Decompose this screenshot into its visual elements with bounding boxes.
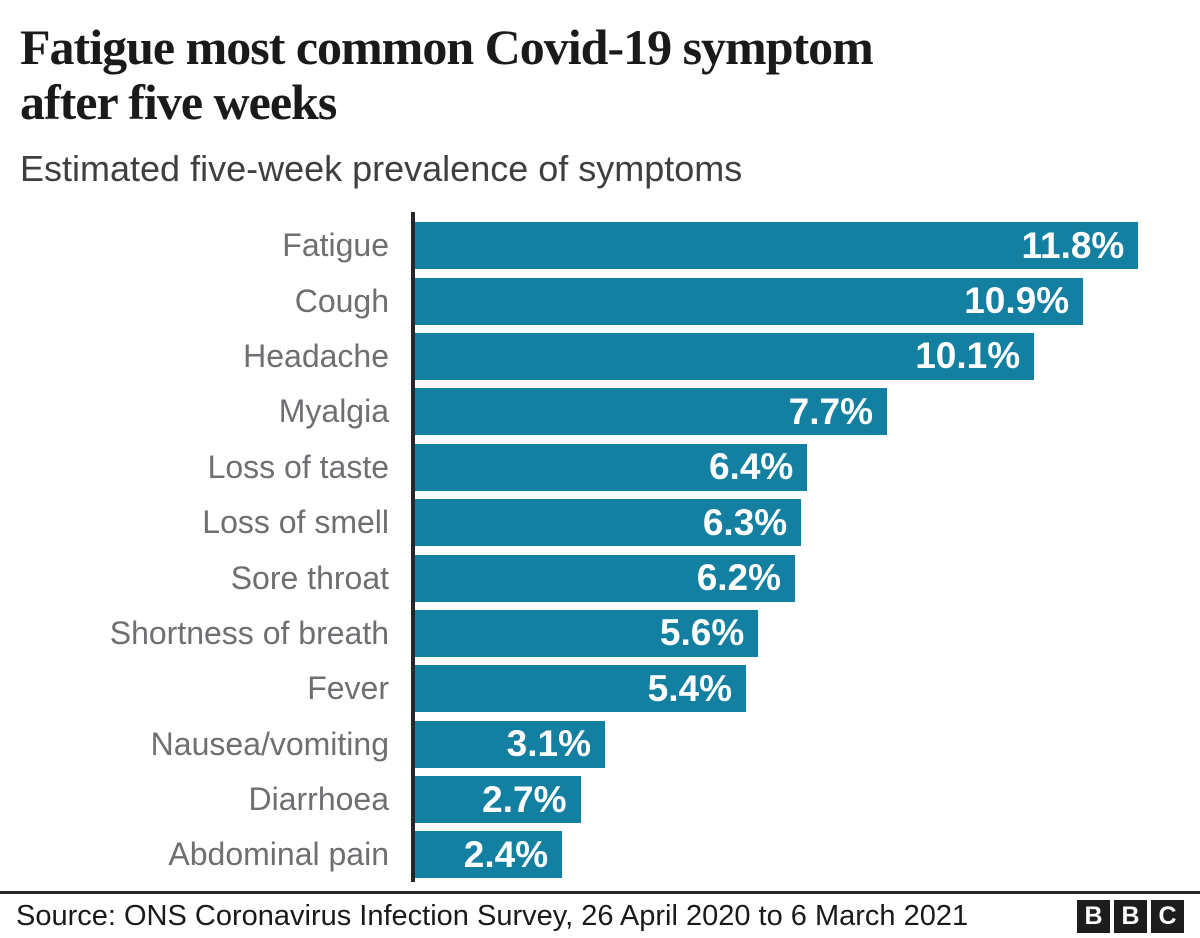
category-label: Myalgia: [278, 393, 389, 430]
source-attribution: Source: ONS Coronavirus Infection Survey…: [16, 899, 969, 932]
bar-value-label: 11.8%: [1021, 224, 1125, 266]
chart-row: Shortness of breath 5.6%: [0, 606, 1200, 661]
bar: 2.4%: [415, 831, 563, 879]
chart-row: Fatigue 11.8%: [0, 218, 1200, 273]
bar-value-label: 3.1%: [506, 723, 592, 765]
chart-row: Loss of taste 6.4%: [0, 440, 1200, 495]
chart-header: Fatigue most common Covid-19 symptom aft…: [0, 0, 1200, 190]
bar: 5.6%: [415, 609, 759, 657]
bar-value-label: 5.6%: [659, 612, 745, 654]
chart-row: Abdominal pain 2.4%: [0, 827, 1200, 882]
category-label: Nausea/vomiting: [150, 725, 389, 762]
bar: 6.4%: [415, 443, 808, 491]
footer: Source: ONS Coronavirus Infection Survey…: [0, 891, 1200, 938]
bbc-logo-block: B: [1114, 899, 1147, 933]
bar-value-label: 6.4%: [708, 446, 794, 488]
chart-row: Myalgia 7.7%: [0, 384, 1200, 439]
bar-value-label: 10.1%: [915, 335, 1021, 377]
category-label: Diarrhoea: [248, 781, 389, 818]
bar: 6.3%: [415, 499, 802, 547]
chart-row: Fever 5.4%: [0, 661, 1200, 716]
bar: 6.2%: [415, 554, 796, 602]
category-label: Shortness of breath: [109, 614, 389, 651]
category-label: Abdominal pain: [168, 836, 389, 873]
bar-value-label: 2.7%: [482, 778, 567, 820]
bar: 10.1%: [415, 332, 1035, 380]
category-label: Headache: [243, 337, 389, 374]
category-label: Sore throat: [230, 559, 389, 596]
chart-title: Fatigue most common Covid-19 symptom aft…: [20, 19, 874, 130]
chart-row: Diarrhoea 2.7%: [0, 772, 1200, 827]
bar: 7.7%: [415, 388, 887, 436]
bar: 2.7%: [415, 776, 581, 824]
bar: 5.4%: [415, 665, 747, 713]
chart-row: Nausea/vomiting 3.1%: [0, 717, 1200, 772]
bbc-logo-block: C: [1151, 899, 1184, 933]
category-label: Fatigue: [282, 227, 389, 264]
bar-value-label: 5.4%: [647, 667, 733, 709]
chart-row: Sore throat 6.2%: [0, 550, 1200, 605]
chart-row: Loss of smell 6.3%: [0, 495, 1200, 550]
category-label: Fever: [307, 670, 389, 707]
bar-value-label: 6.3%: [702, 501, 788, 543]
bar-value-label: 6.2%: [696, 557, 782, 599]
category-label: Loss of taste: [207, 448, 389, 485]
bar-chart: Fatigue 11.8% Cough 10.9% Headache 10.1% Myalg…: [0, 212, 1200, 884]
bbc-logo-block: B: [1077, 899, 1110, 933]
bar-value-label: 2.4%: [463, 833, 549, 875]
category-label: Cough: [294, 282, 389, 319]
chart-row: Cough 10.9%: [0, 273, 1200, 328]
chart-subtitle: Estimated five-week prevalence of sympto…: [20, 148, 743, 189]
bar: 10.9%: [415, 277, 1084, 325]
chart-row: Headache 10.1%: [0, 329, 1200, 384]
bar: 3.1%: [415, 720, 606, 768]
bar-value-label: 10.9%: [964, 280, 1070, 322]
bar: 11.8%: [415, 222, 1139, 270]
bar-value-label: 7.7%: [788, 390, 873, 432]
y-axis-line: [411, 212, 415, 882]
chart-rows: Fatigue 11.8% Cough 10.9% Headache 10.1% Myalg…: [0, 218, 1200, 883]
category-label: Loss of smell: [202, 504, 389, 541]
